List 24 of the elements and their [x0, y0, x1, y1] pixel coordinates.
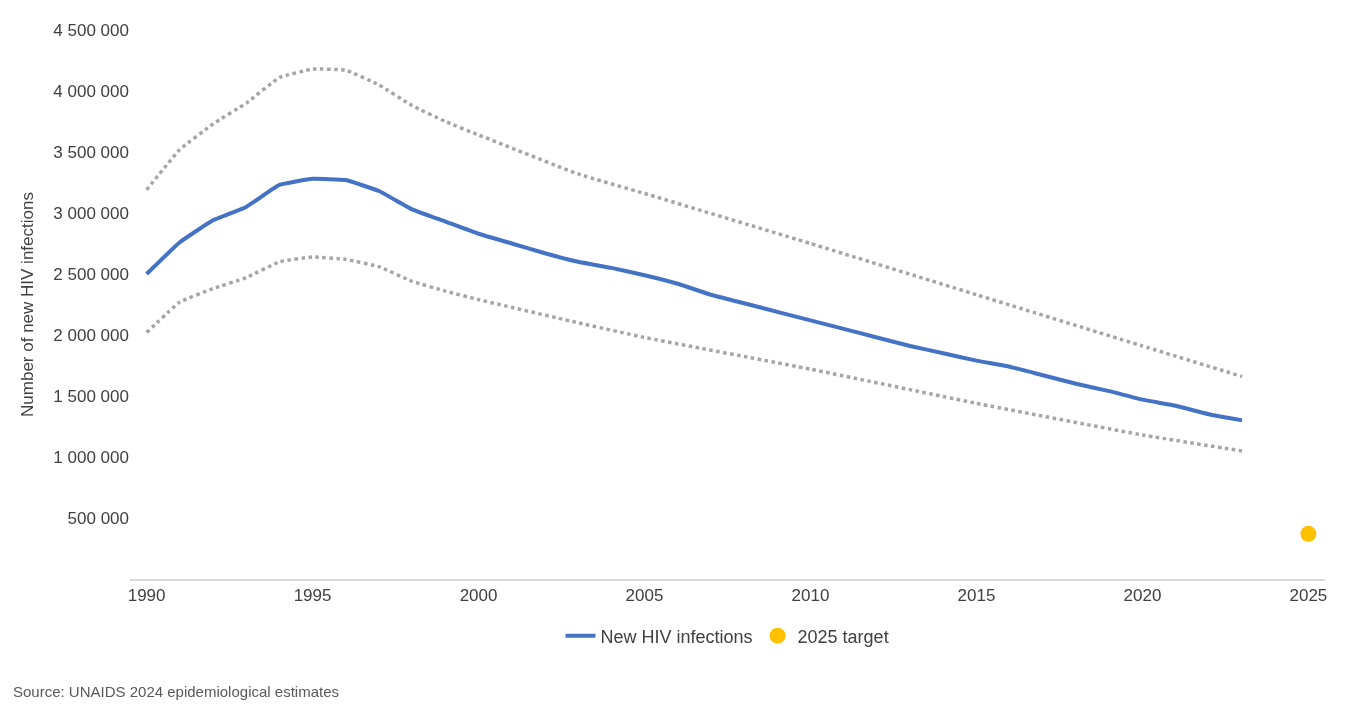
- x-tick-label: 2010: [791, 586, 830, 606]
- legend-label: New HIV infections: [600, 626, 753, 647]
- y-tick-label: 3 500 000: [53, 142, 129, 162]
- x-tick-label: 2000: [459, 586, 498, 606]
- y-tick-label: 2 500 000: [53, 264, 129, 284]
- source-note: Source: UNAIDS 2024 epidemiological estimates: [13, 683, 339, 700]
- y-tick-label: 3 000 000: [53, 203, 129, 223]
- x-tick-label: 2025: [1289, 586, 1328, 606]
- y-axis-title: Number of new HIV infections: [17, 192, 37, 417]
- y-tick-label: 2 000 000: [53, 325, 129, 345]
- y-tick-label: 500 000: [67, 508, 129, 528]
- legend-label: 2025 target: [797, 626, 889, 647]
- line-series: [144, 176, 1245, 423]
- y-tick-label: 4 000 000: [53, 81, 129, 101]
- y-tick-label: 1 500 000: [53, 386, 129, 406]
- x-tick-label: 2005: [625, 586, 664, 606]
- y-tick-label: 1 000 000: [53, 447, 129, 467]
- x-tick-label: 2020: [1123, 586, 1162, 606]
- line-series: [144, 67, 1244, 379]
- line-series: [144, 255, 1244, 453]
- x-tick-label: 1995: [293, 586, 332, 606]
- x-tick-label: 2015: [957, 586, 996, 606]
- y-tick-label: 4 500 000: [53, 20, 129, 40]
- x-tick-label: 1990: [127, 586, 166, 606]
